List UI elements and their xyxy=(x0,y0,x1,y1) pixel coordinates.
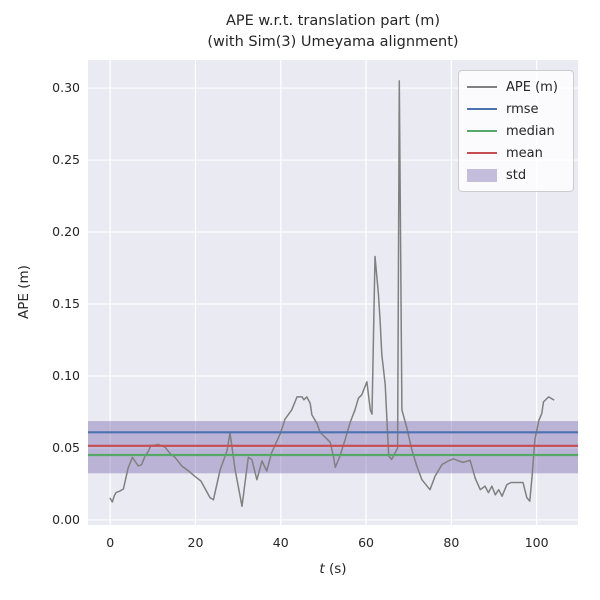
legend-label: rmse xyxy=(506,101,539,117)
legend-label: APE (m) xyxy=(506,79,558,95)
x-tick-label: 40 xyxy=(272,535,289,550)
y-tick-label: 0.10 xyxy=(52,367,80,383)
legend-line-icon xyxy=(467,151,497,155)
x-axis-label-unit: (s) xyxy=(324,561,347,577)
legend-item-std: std xyxy=(467,165,565,186)
legend-swatch xyxy=(467,151,497,155)
y-tick-label: 0.00 xyxy=(52,511,80,527)
chart-title-line2: (with Sim(3) Umeyama alignment) xyxy=(207,34,459,50)
legend-swatch xyxy=(467,107,497,111)
chart-title-line1: APE w.r.t. translation part (m) xyxy=(225,13,441,29)
std-band xyxy=(88,421,578,474)
legend-label: std xyxy=(506,167,527,183)
legend-label: mean xyxy=(506,145,543,161)
x-tick-label: 60 xyxy=(358,535,374,550)
ape-plot-canvas xyxy=(88,60,578,525)
y-tick-label: 0.30 xyxy=(52,80,80,96)
x-axis-label: t (s) xyxy=(88,561,578,577)
x-tick-label: 100 xyxy=(524,535,549,550)
x-tick-label: 20 xyxy=(187,535,204,550)
legend-box: APE (m) rmse median mean std xyxy=(458,70,574,192)
legend-label: median xyxy=(506,123,555,139)
legend-line-icon xyxy=(467,86,497,88)
legend-patch-icon xyxy=(467,168,497,182)
y-axis-label: APE (m) xyxy=(16,265,32,319)
y-tick-label: 0.20 xyxy=(52,224,80,240)
legend-swatch xyxy=(467,168,497,182)
y-tick-label: 0.25 xyxy=(52,152,80,168)
legend-swatch xyxy=(467,129,497,133)
legend-item-rmse: rmse xyxy=(467,99,565,120)
legend-swatch xyxy=(467,86,497,88)
legend-line-icon xyxy=(467,129,497,133)
y-tick-label: 0.15 xyxy=(52,296,80,312)
x-tick-label: 0 xyxy=(106,535,115,550)
legend-line-icon xyxy=(467,107,497,111)
y-tick-label: 0.05 xyxy=(52,439,80,455)
x-tick-label: 80 xyxy=(443,535,460,550)
chart-title: APE w.r.t. translation part (m) (with Si… xyxy=(88,11,578,53)
legend-item-ape-m-: APE (m) xyxy=(467,77,565,98)
x-axis-label-variable: t xyxy=(319,561,325,577)
legend-item-median: median xyxy=(467,121,565,142)
legend-item-mean: mean xyxy=(467,143,565,164)
